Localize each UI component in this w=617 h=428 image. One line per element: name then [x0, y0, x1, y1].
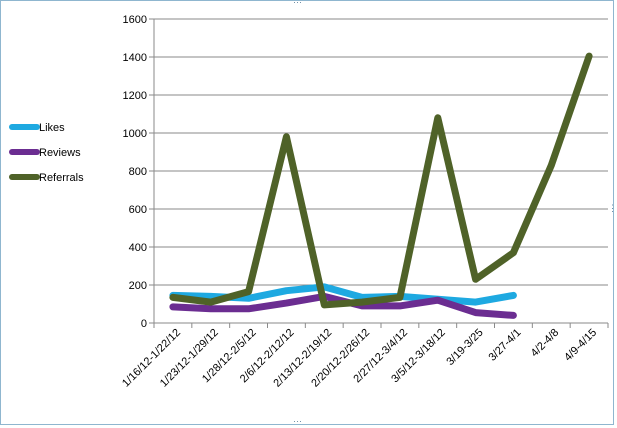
legend-label: Likes — [39, 122, 65, 134]
y-tick-label: 600 — [129, 204, 147, 216]
y-tick-label: 1600 — [123, 14, 147, 26]
legend: Likes Reviews Referrals — [9, 122, 84, 184]
data-point-likes — [475, 301, 477, 303]
data-point-referrals — [475, 278, 477, 280]
data-point-referrals — [285, 136, 287, 138]
data-point-reviews — [210, 308, 212, 310]
data-point-reviews — [285, 302, 287, 304]
y-tick-label: 1200 — [123, 90, 147, 102]
x-tick-label: 4/2-4/8 — [529, 327, 562, 360]
data-point-likes — [248, 297, 250, 299]
y-tick-label: 400 — [129, 242, 147, 254]
data-point-likes — [361, 296, 363, 298]
data-point-reviews — [361, 305, 363, 307]
data-point-reviews — [248, 308, 250, 310]
y-tick-label: 1400 — [123, 52, 147, 64]
data-point-referrals — [323, 304, 325, 306]
data-point-referrals — [361, 301, 363, 303]
data-point-referrals — [437, 117, 439, 119]
resize-handle-right-icon[interactable]: ⋮ — [608, 203, 617, 213]
data-point-referrals — [588, 55, 590, 57]
data-point-likes — [285, 290, 287, 292]
data-point-referrals — [172, 296, 174, 298]
x-axis-ticks: 1/16/12-1/22/121/23/12-1/29/121/28/12-2/… — [120, 327, 599, 390]
y-axis-ticks: 0 200 400 600 800 1000 1200 1400 1600 — [123, 14, 147, 330]
data-point-referrals — [399, 296, 401, 298]
legend-label: Reviews — [39, 147, 81, 159]
data-point-referrals — [550, 164, 552, 166]
y-tick-label: 1000 — [123, 128, 147, 140]
x-tick-label: 3/27-4/1 — [487, 327, 524, 364]
data-point-likes — [512, 294, 514, 296]
y-tick-label: 800 — [129, 166, 147, 178]
data-point-reviews — [512, 314, 514, 316]
resize-handle-top-icon[interactable]: ⋯ — [293, 0, 302, 7]
gridlines — [149, 18, 609, 328]
series-line-referrals — [169, 52, 593, 309]
resize-handle-bottom-icon[interactable]: ⋯ — [293, 416, 302, 426]
data-point-referrals — [512, 252, 514, 254]
x-tick-label: 3/19-3/25 — [444, 327, 485, 368]
data-point-reviews — [399, 305, 401, 307]
x-tick-label: 4/9-4/15 — [562, 327, 599, 364]
data-point-reviews — [475, 312, 477, 314]
y-tick-label: 0 — [141, 318, 147, 330]
legend-label: Referrals — [39, 172, 84, 184]
series-lines — [169, 52, 593, 319]
y-tick-label: 200 — [129, 280, 147, 292]
data-point-referrals — [210, 301, 212, 303]
data-point-reviews — [437, 299, 439, 301]
data-point-referrals — [248, 291, 250, 293]
data-point-reviews — [172, 306, 174, 308]
data-point-likes — [323, 286, 325, 288]
data-point-likes — [210, 295, 212, 297]
